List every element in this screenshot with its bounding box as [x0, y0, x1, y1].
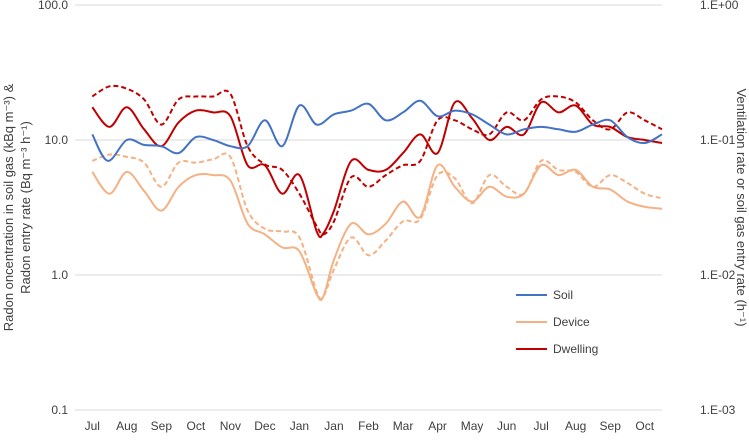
x-tick-label: Feb [358, 419, 379, 433]
x-tick-label: Jan [290, 419, 309, 433]
x-tick-label: Aug [116, 419, 137, 433]
y-right-tick-label: 1.E-01 [700, 133, 736, 147]
y-right-axis-label: Ventilation rate or soil gas entry rate … [734, 88, 749, 326]
x-tick-label: Apr [428, 419, 447, 433]
y-right-tick-label: 1.E-03 [700, 403, 736, 417]
gridlines [75, 4, 662, 411]
legend-label-device: Device [553, 315, 590, 329]
x-tick-label: May [461, 419, 484, 433]
x-tick-label: Jan [324, 419, 343, 433]
legend-label-dwelling: Dwelling [553, 342, 598, 356]
series-line-dwelling-ventilation-rate [91, 84, 663, 236]
x-tick-label: Jun [497, 419, 516, 433]
x-tick-label: Jul [85, 419, 100, 433]
x-tick-label: Oct [187, 419, 206, 433]
y-left-tick-label: 10.0 [45, 133, 69, 147]
series-line-device [91, 163, 663, 302]
series-lines [91, 84, 663, 302]
y-left-tick-label: 100.0 [38, 0, 68, 12]
x-tick-label: Nov [220, 419, 241, 433]
series-line-soil [91, 99, 663, 162]
axes: 100.0 10.0 1.0 0.1 1.E+00 1.E-01 1.E-02 1.E-03 J… [1, 0, 749, 433]
x-tick-label: Jul [533, 419, 548, 433]
y-left-axis-label: Radon oncentration in soil gas (kBq m⁻³)… [1, 83, 16, 331]
series-line-dwelling [91, 100, 663, 239]
x-tick-label: Sep [600, 419, 622, 433]
x-tick-label: Mar [393, 419, 414, 433]
y-left-tick-label: 1.0 [51, 268, 68, 282]
y-left-axis-label-line2: Radon entry rate (Bq m⁻³ h⁻¹) [18, 121, 33, 294]
x-tick-label: Sep [151, 419, 173, 433]
x-tick-label: Dec [254, 419, 275, 433]
y-left-tick-label: 0.1 [51, 403, 68, 417]
legend-label-soil: Soil [553, 288, 573, 302]
y-right-tick-label: 1.E-02 [700, 268, 736, 282]
y-right-tick-label: 1.E+00 [700, 0, 739, 12]
legend: Soil Device Dwelling [516, 288, 598, 356]
series-line-device-ventilation-rate [91, 152, 663, 300]
x-tick-label: Aug [565, 419, 586, 433]
x-tick-label: Oct [635, 419, 654, 433]
